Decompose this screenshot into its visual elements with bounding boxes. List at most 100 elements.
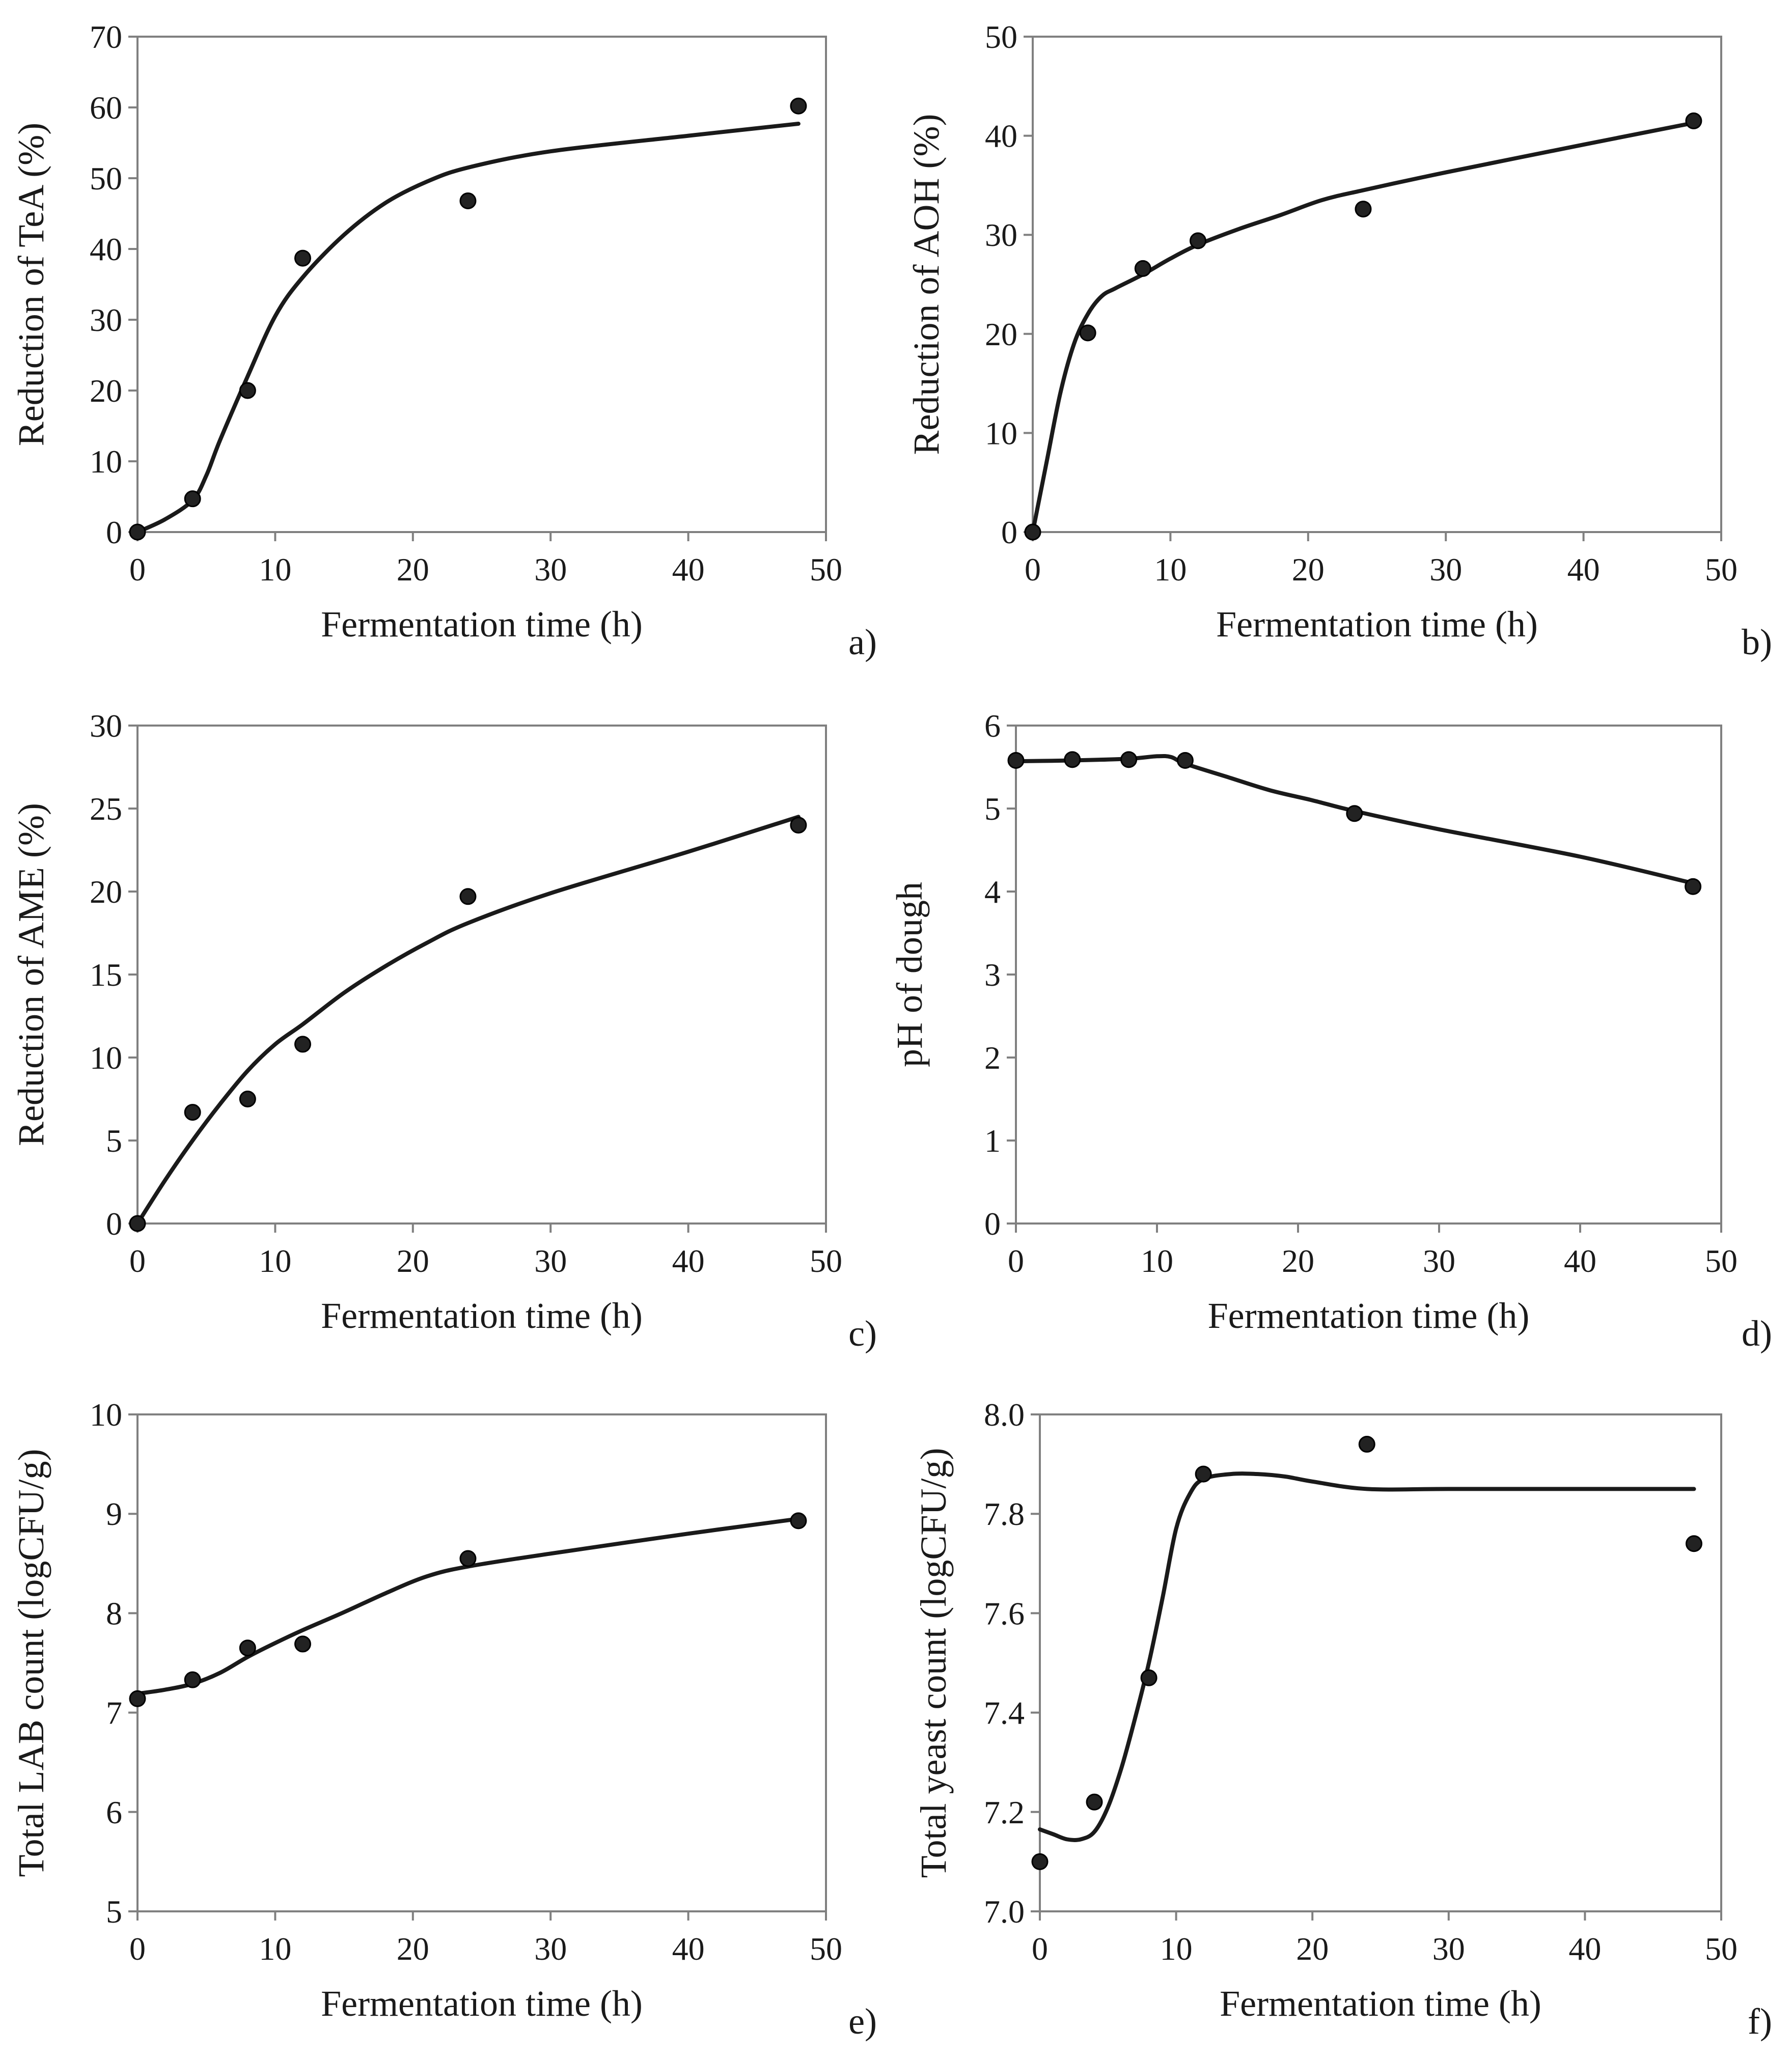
data-point <box>1189 232 1206 249</box>
panel-c: 0 5 10 15 20 25 30 0 10 20 30 40 50 Fermentation time… <box>11 708 877 1354</box>
x-tick-label: 30 <box>534 1931 567 1967</box>
data-point <box>184 1104 201 1121</box>
y-tick-label: 10 <box>90 443 122 480</box>
panel-label: f) <box>1748 2001 1772 2042</box>
y-tick-label: 5 <box>106 1894 122 1930</box>
x-tick-label: 20 <box>397 551 429 588</box>
x-tick-label: 30 <box>534 1243 567 1279</box>
plot-frame <box>136 725 827 1225</box>
data-point <box>1031 1853 1049 1870</box>
data-point <box>1086 1793 1103 1811</box>
y-tick-label: 20 <box>90 373 122 409</box>
data-point <box>1358 1436 1375 1453</box>
data-point <box>459 1550 477 1567</box>
y-tick-label: 3 <box>984 957 1001 993</box>
y-tick-label: 8.0 <box>984 1397 1025 1433</box>
data-point <box>1134 260 1151 277</box>
fitted-curve <box>135 1517 801 1696</box>
panel-d: 0 1 2 3 4 5 6 0 10 20 30 40 50 Fermentation time (h) p… <box>889 708 1772 1354</box>
x-tick-label: 10 <box>259 1243 291 1279</box>
data-point <box>1140 1669 1157 1686</box>
x-tick-label: 50 <box>1705 1931 1738 1967</box>
fitted-curve <box>135 815 801 1226</box>
y-tick-label: 7.2 <box>984 1794 1025 1830</box>
x-tick-label: 20 <box>397 1931 429 1967</box>
x-tick-label: 50 <box>1705 551 1738 588</box>
x-tick-label: 0 <box>129 1931 146 1967</box>
x-axis-title: Fermentation time (h) <box>321 1295 643 1336</box>
panel-b: 0 10 20 30 40 50 0 10 20 30 40 50 Fermentation time … <box>906 19 1772 662</box>
x-tick-label: 10 <box>1141 1243 1173 1279</box>
data-point <box>459 888 477 905</box>
panel-label: c) <box>848 1313 877 1354</box>
data-point <box>1685 878 1702 895</box>
x-tick-label: 40 <box>1568 1931 1601 1967</box>
panel-e: 5 6 7 8 9 10 0 10 20 30 40 50 Fermentation time (h) T… <box>11 1397 877 2042</box>
y-axis-title: Total yeast count (logCFU/g) <box>913 1448 954 1878</box>
y-tick-label: 60 <box>90 90 122 126</box>
y-axis-title: Total LAB count (logCFU/g) <box>11 1449 51 1877</box>
fitted-curve <box>1038 1471 1696 1842</box>
y-tick-label: 6 <box>106 1794 122 1830</box>
data-point <box>459 192 477 209</box>
x-tick-label: 0 <box>129 1243 146 1279</box>
plot-frame <box>1039 1413 1722 1912</box>
plot-frame <box>136 1413 827 1912</box>
y-tick-label: 2 <box>984 1040 1001 1076</box>
x-tick-label: 10 <box>259 1931 291 1967</box>
x-axis-title: Fermentation time (h) <box>1216 604 1538 645</box>
data-point <box>1176 752 1194 769</box>
y-tick-label: 70 <box>90 19 122 55</box>
data-point <box>1007 752 1025 769</box>
x-axis-title: Fermentation time (h) <box>321 1983 643 2024</box>
x-tick-label: 20 <box>1292 551 1325 588</box>
panel-label: a) <box>848 622 877 662</box>
y-axis-title: Reduction of TeA (%) <box>11 123 51 446</box>
x-axis-title: Fermentation time (h) <box>1208 1295 1530 1336</box>
x-tick-label: 30 <box>1429 551 1462 588</box>
x-tick-label: 30 <box>1432 1931 1465 1967</box>
panel-a: 0 10 20 30 40 50 60 70 0 10 20 30 40 50 Fermentation t… <box>11 19 877 662</box>
y-tick-label: 0 <box>106 1206 122 1242</box>
data-point <box>184 490 201 508</box>
x-tick-label: 50 <box>810 551 842 588</box>
y-tick-label: 5 <box>106 1123 122 1159</box>
x-tick-label: 50 <box>810 1243 842 1279</box>
y-tick-label: 7.6 <box>984 1595 1025 1631</box>
y-tick-label: 20 <box>985 316 1017 352</box>
data-point <box>1195 1465 1212 1483</box>
x-tick-label: 0 <box>1008 1243 1024 1279</box>
x-tick-label: 40 <box>1564 1243 1596 1279</box>
y-tick-label: 30 <box>985 217 1017 253</box>
data-point <box>239 1091 256 1107</box>
plot-frame <box>1015 725 1722 1225</box>
y-tick-label: 40 <box>90 231 122 267</box>
data-point <box>790 97 807 115</box>
y-tick-label: 7.4 <box>984 1695 1025 1731</box>
x-tick-label: 10 <box>1154 551 1187 588</box>
y-tick-label: 10 <box>90 1397 122 1433</box>
y-tick-label: 5 <box>984 791 1001 827</box>
y-tick-label: 0 <box>1001 514 1017 550</box>
y-tick-label: 6 <box>984 708 1001 744</box>
x-tick-label: 40 <box>672 1931 705 1967</box>
fitted-curve <box>1031 121 1696 534</box>
y-axis-title: Reduction of AOH (%) <box>906 114 947 455</box>
data-point <box>1346 805 1363 822</box>
x-tick-label: 20 <box>397 1243 429 1279</box>
y-tick-label: 0 <box>984 1206 1001 1242</box>
panel-label: b) <box>1742 622 1772 662</box>
data-point <box>790 1512 807 1529</box>
data-point <box>1064 751 1081 768</box>
y-tick-label: 50 <box>985 19 1017 55</box>
data-point <box>129 1690 146 1707</box>
data-point <box>294 249 311 267</box>
data-point <box>1079 324 1096 342</box>
y-tick-label: 50 <box>90 160 122 197</box>
x-tick-label: 40 <box>672 551 705 588</box>
data-point <box>1685 1535 1702 1552</box>
y-tick-label: 4 <box>984 874 1001 910</box>
data-point <box>129 1215 146 1232</box>
x-tick-label: 50 <box>810 1931 842 1967</box>
